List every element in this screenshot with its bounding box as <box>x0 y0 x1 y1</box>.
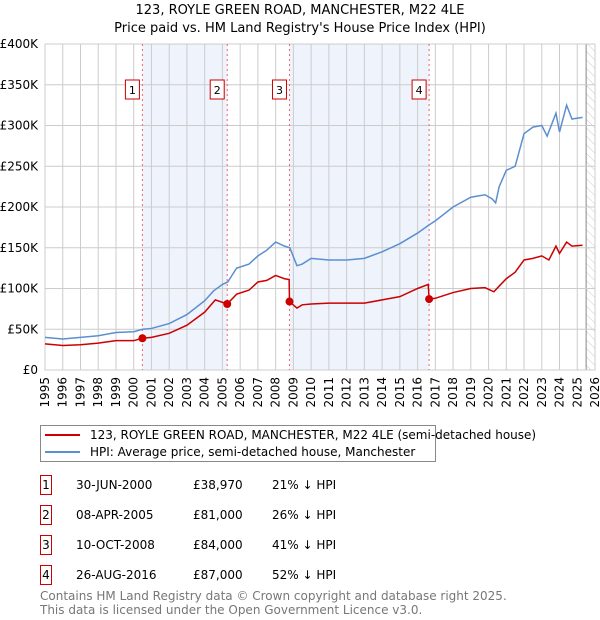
x-tick-label: 2005 <box>215 377 229 408</box>
sale-date: 30-JUN-2000 <box>76 478 153 492</box>
legend-item-hpi: HPI: Average price, semi-detached house,… <box>41 444 415 460</box>
sale-point <box>223 299 232 308</box>
sale-number-badge: 4 <box>40 565 52 585</box>
x-tick-label: 1999 <box>109 377 123 408</box>
x-tick-label: 1996 <box>56 377 70 408</box>
legend-label: HPI: Average price, semi-detached house,… <box>90 445 416 459</box>
plot-area: 1995 1996 1997 1998 1999 2000 2001 2002 2003 2004… <box>0 37 600 408</box>
x-tick-label: 2016 <box>411 377 425 408</box>
sale-label: 3 <box>276 84 283 97</box>
x-tick-label: 2011 <box>322 377 336 408</box>
sale-date: 26-AUG-2016 <box>76 568 157 582</box>
x-tick-label: 2004 <box>198 377 212 408</box>
x-tick-label: 2017 <box>428 377 442 408</box>
y-tick-label: £200K <box>0 200 39 214</box>
sale-label: 1 <box>129 84 136 97</box>
sale-price: £81,000 <box>193 508 243 522</box>
x-tick-label: 2024 <box>553 377 567 408</box>
legend-swatch <box>45 451 80 453</box>
plot-border <box>44 43 596 371</box>
chart-title: 123, ROYLE GREEN ROAD, MANCHESTER, M22 4… <box>135 3 465 18</box>
footer: Contains HM Land Registry data © Crown c… <box>40 589 507 617</box>
x-tick-label: 2015 <box>393 377 407 408</box>
y-tick-label: £100K <box>0 282 39 296</box>
sale-label: 2 <box>214 84 221 97</box>
x-tick-label: 2009 <box>286 377 300 408</box>
sale-hpi-diff: 52% ↓ HPI <box>272 568 337 582</box>
sale-point <box>425 295 434 304</box>
x-tick-label: 2012 <box>340 377 354 408</box>
sale-label-box <box>271 79 287 100</box>
x-tick-label: 1998 <box>91 377 105 408</box>
x-tick-label: 2007 <box>251 377 265 408</box>
y-tick-label: £400K <box>0 37 39 51</box>
x-tick-label: 2010 <box>304 377 318 408</box>
x-tick-label: 2001 <box>144 377 158 408</box>
y-tick-label: £250K <box>0 159 39 173</box>
x-tick-label: 1995 <box>38 377 52 408</box>
sale-label-box <box>209 79 225 100</box>
x-tick-label: 2013 <box>357 377 371 408</box>
x-tick-label: 2022 <box>517 377 531 408</box>
chart-subtitle: Price paid vs. HM Land Registry's House … <box>114 21 486 36</box>
y-tick-label: £350K <box>0 78 39 92</box>
sale-point <box>285 297 294 306</box>
footer-line: This data is licensed under the Open Gov… <box>40 603 423 617</box>
sale-date: 08-APR-2005 <box>76 508 154 522</box>
legend-item-property: 123, ROYLE GREEN ROAD, MANCHESTER, M22 4… <box>41 427 536 443</box>
x-tick-label: 2014 <box>375 377 389 408</box>
x-tick-label: 2020 <box>482 377 496 408</box>
sale-price: £84,000 <box>193 538 243 552</box>
sale-label: 4 <box>416 84 423 97</box>
x-tick-label: 2003 <box>180 377 194 408</box>
sale-price: £87,000 <box>193 568 243 582</box>
sale-hpi-diff: 41% ↓ HPI <box>272 538 337 552</box>
hpi-line <box>44 102 583 340</box>
sale-label-box <box>411 79 427 100</box>
property-price-line <box>44 240 583 347</box>
sale-number-badge: 2 <box>40 505 52 525</box>
x-tick-label: 2019 <box>464 377 478 408</box>
y-tick-label: £50K <box>7 322 39 336</box>
legend-label: 123, ROYLE GREEN ROAD, MANCHESTER, M22 4… <box>90 428 537 442</box>
sale-point <box>138 334 147 343</box>
footer-line: Contains HM Land Registry data © Crown c… <box>40 589 507 603</box>
sale-number-badge: 3 <box>40 535 52 555</box>
sale-label-box <box>124 79 140 100</box>
x-tick-label: 2026 <box>588 377 600 408</box>
x-tick-label: 2025 <box>570 377 584 408</box>
x-tick-label: 1997 <box>73 377 87 408</box>
sale-date: 10-OCT-2008 <box>76 538 155 552</box>
x-tick-label: 2021 <box>499 377 513 408</box>
y-tick-label: £0 <box>23 363 38 377</box>
x-tick-label: 2000 <box>127 377 141 408</box>
legend-swatch <box>45 434 80 436</box>
x-tick-label: 2006 <box>233 377 247 408</box>
x-tick-label: 2008 <box>269 377 283 408</box>
y-tick-label: £150K <box>0 241 39 255</box>
sale-hpi-diff: 26% ↓ HPI <box>272 508 337 522</box>
x-tick-label: 2023 <box>535 377 549 408</box>
sale-number-badge: 1 <box>40 475 52 495</box>
sale-price: £38,970 <box>193 478 243 492</box>
sale-hpi-diff: 21% ↓ HPI <box>272 478 337 492</box>
x-tick-label: 2018 <box>446 377 460 408</box>
x-tick-label: 2002 <box>162 377 176 408</box>
legend: 123, ROYLE GREEN ROAD, MANCHESTER, M22 4… <box>40 425 536 462</box>
y-tick-label: £300K <box>0 119 39 133</box>
